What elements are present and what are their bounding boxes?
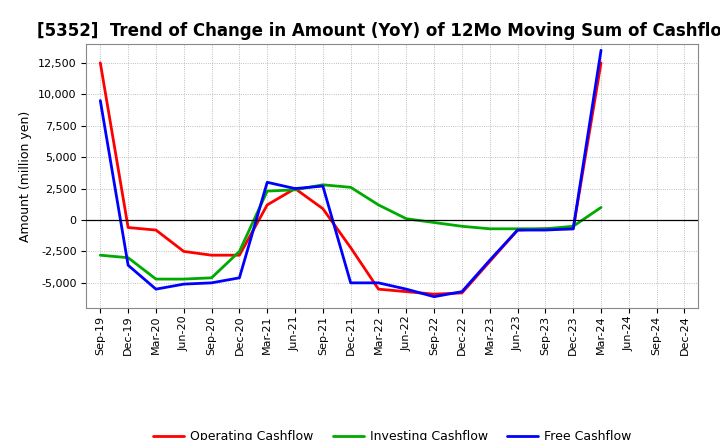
Free Cashflow (485, 257, 494, 263)
Investing Cashflow (291, 187, 300, 192)
Line: Operating Cashflow: Operating Cashflow (100, 63, 601, 294)
Free Cashflow (291, 186, 300, 191)
Operating Cashflow (346, 245, 355, 250)
Free Cashflow (430, 294, 438, 299)
Operating Cashflow (513, 227, 522, 233)
Operating Cashflow (124, 225, 132, 230)
Free Cashflow (374, 280, 383, 286)
Investing Cashflow (569, 224, 577, 229)
Y-axis label: Amount (million yen): Amount (million yen) (19, 110, 32, 242)
Investing Cashflow (263, 188, 271, 194)
Operating Cashflow (207, 253, 216, 258)
Investing Cashflow (458, 224, 467, 229)
Free Cashflow (513, 227, 522, 233)
Free Cashflow (458, 289, 467, 294)
Line: Investing Cashflow: Investing Cashflow (100, 185, 601, 279)
Investing Cashflow (346, 185, 355, 190)
Investing Cashflow (235, 249, 243, 254)
Operating Cashflow (430, 292, 438, 297)
Free Cashflow (318, 183, 327, 189)
Operating Cashflow (96, 60, 104, 66)
Free Cashflow (235, 275, 243, 280)
Investing Cashflow (96, 253, 104, 258)
Investing Cashflow (179, 276, 188, 282)
Line: Free Cashflow: Free Cashflow (100, 50, 601, 297)
Operating Cashflow (179, 249, 188, 254)
Operating Cashflow (569, 226, 577, 231)
Operating Cashflow (263, 202, 271, 208)
Investing Cashflow (402, 216, 410, 221)
Title: [5352]  Trend of Change in Amount (YoY) of 12Mo Moving Sum of Cashflows: [5352] Trend of Change in Amount (YoY) o… (37, 22, 720, 40)
Operating Cashflow (597, 60, 606, 66)
Investing Cashflow (374, 202, 383, 208)
Operating Cashflow (374, 286, 383, 292)
Free Cashflow (263, 180, 271, 185)
Investing Cashflow (318, 182, 327, 187)
Free Cashflow (597, 48, 606, 53)
Operating Cashflow (402, 289, 410, 294)
Operating Cashflow (291, 186, 300, 191)
Investing Cashflow (597, 205, 606, 210)
Free Cashflow (124, 263, 132, 268)
Legend: Operating Cashflow, Investing Cashflow, Free Cashflow: Operating Cashflow, Investing Cashflow, … (148, 425, 636, 440)
Investing Cashflow (152, 276, 161, 282)
Free Cashflow (569, 226, 577, 231)
Free Cashflow (541, 227, 550, 233)
Free Cashflow (402, 286, 410, 292)
Operating Cashflow (458, 290, 467, 296)
Free Cashflow (207, 280, 216, 286)
Investing Cashflow (124, 255, 132, 260)
Investing Cashflow (430, 220, 438, 225)
Operating Cashflow (235, 253, 243, 258)
Investing Cashflow (207, 275, 216, 280)
Investing Cashflow (485, 226, 494, 231)
Free Cashflow (179, 282, 188, 287)
Operating Cashflow (152, 227, 161, 233)
Investing Cashflow (513, 226, 522, 231)
Free Cashflow (96, 98, 104, 103)
Operating Cashflow (485, 259, 494, 264)
Free Cashflow (152, 286, 161, 292)
Investing Cashflow (541, 226, 550, 231)
Operating Cashflow (318, 206, 327, 211)
Operating Cashflow (541, 226, 550, 231)
Free Cashflow (346, 280, 355, 286)
